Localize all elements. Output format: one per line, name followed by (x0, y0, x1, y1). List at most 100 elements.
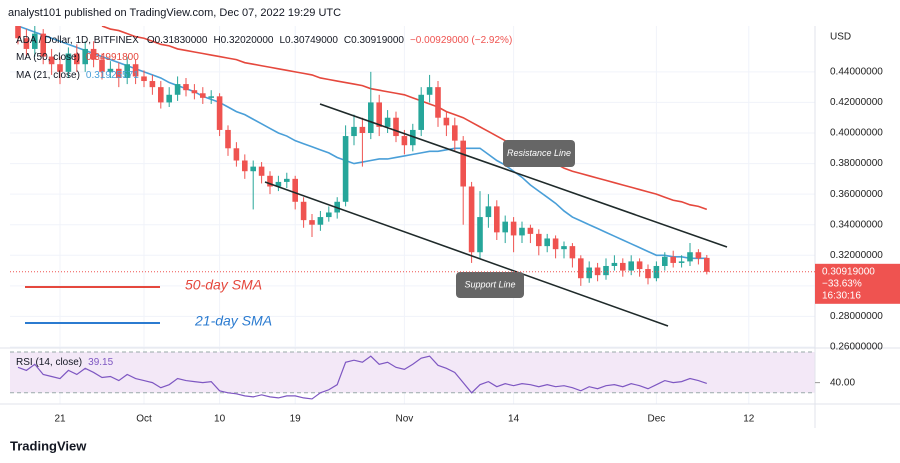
candle-body (23, 38, 30, 49)
candle-body (267, 175, 273, 187)
x-tick-label: Oct (136, 414, 152, 425)
candle-body (40, 33, 46, 57)
change: −0.00929000 (−2.92%) (410, 35, 512, 46)
rsi-name: RSI (14, close) (16, 357, 82, 368)
candle-body (544, 238, 550, 247)
candle-body (107, 68, 114, 72)
y-tick-label: 0.34000000 (830, 219, 883, 230)
x-tick-label: Dec (648, 414, 666, 425)
candle-body (82, 48, 88, 65)
candle-body (32, 33, 38, 49)
candle-body (636, 261, 643, 270)
y-tick-label: 0.38000000 (830, 158, 883, 169)
candle-body (527, 227, 534, 234)
candle-body (687, 252, 693, 262)
candle-body (494, 206, 500, 233)
x-tick-label: Nov (396, 414, 414, 425)
candle-body (326, 212, 332, 218)
moving-average (101, 26, 708, 211)
ohlc: H0.32020000 (213, 35, 273, 46)
candle-body (317, 217, 324, 225)
candle-body (99, 59, 105, 72)
legend-header: ADA / Dollar, 1D, BITFINEX O0.31830000 H0.… (16, 35, 512, 46)
candle-body (653, 265, 660, 279)
candle-body (620, 262, 626, 271)
candle-body (502, 221, 508, 233)
candle-body (426, 87, 433, 95)
candle-body (292, 178, 298, 202)
candle-body (678, 261, 685, 263)
x-tick-label: 12 (743, 414, 755, 425)
candle-body (393, 117, 399, 137)
annotation: Support Line (464, 279, 515, 289)
candle-body (132, 64, 139, 77)
candle-body (594, 267, 601, 276)
candle-body (233, 148, 240, 161)
candle-body (183, 84, 189, 91)
candle-body (74, 53, 80, 65)
candle-body (65, 53, 72, 72)
rsi-label: RSI (14, close) 39.15 (16, 357, 114, 368)
y-tick-label: 0.44000000 (830, 66, 883, 77)
candle-body (225, 129, 231, 149)
candle-body (603, 265, 609, 276)
rsi-band (10, 352, 815, 393)
price-change: −33.63% (822, 278, 862, 289)
candle-body (57, 64, 63, 72)
candle-body (443, 117, 450, 126)
candle-body (561, 246, 567, 250)
candle-body (158, 87, 164, 103)
annotation: Resistance Line (507, 148, 571, 158)
y-tick-label: 0.40000000 (830, 128, 883, 139)
candle-body (174, 84, 181, 95)
candle-body (116, 68, 122, 78)
candle-body (401, 136, 408, 146)
legend-value: 0.31925571 (86, 70, 139, 81)
candle-body (149, 81, 156, 88)
y-tick-label: 0.42000000 (830, 97, 883, 108)
candle-body (536, 233, 542, 247)
candle-body (300, 201, 307, 221)
candle-body (284, 178, 290, 182)
price-label: 0.30919000 (822, 266, 875, 277)
candle-body (275, 181, 282, 187)
candle-body (418, 94, 424, 130)
candle-body (460, 140, 466, 187)
ohlc: C0.30919000 (344, 35, 404, 46)
x-tick-label: 19 (290, 414, 302, 425)
candle-body (258, 166, 265, 176)
candle-body (124, 64, 130, 78)
candle-body (368, 102, 374, 133)
candle-body (250, 166, 256, 172)
legend-entry: MA (21, close) 0.31925571 (16, 70, 139, 81)
candle-body (166, 94, 172, 103)
candle-body (611, 262, 618, 266)
y-tick-label: 0.32000000 (830, 250, 883, 261)
candle-body (552, 238, 559, 250)
candle-body (468, 186, 475, 253)
rsi-tick-label: 40.00 (830, 377, 855, 388)
x-tick-label: 14 (508, 414, 520, 425)
candle-body (695, 252, 702, 259)
legend-value: 0.34991800 (86, 52, 139, 63)
candle-body (191, 90, 198, 94)
candle-body (309, 220, 315, 225)
currency: USD (830, 32, 851, 43)
rsi-pane (10, 351, 815, 400)
candle-body (410, 129, 416, 146)
candle-body (351, 126, 357, 137)
candle-body (435, 87, 441, 118)
candle-body (208, 96, 214, 98)
candle-body (242, 160, 248, 172)
y-tick-label: 0.28000000 (830, 311, 883, 322)
candle-body (359, 126, 366, 133)
candle-body (452, 125, 458, 141)
candle-body (384, 117, 391, 127)
y-tick-label: 0.36000000 (830, 189, 883, 200)
resistance-line (319, 103, 728, 248)
x-tick-label: 21 (54, 414, 66, 425)
y-tick-label: 0.26000000 (830, 342, 883, 353)
annotation-box (456, 272, 524, 298)
candle-body (704, 257, 710, 272)
